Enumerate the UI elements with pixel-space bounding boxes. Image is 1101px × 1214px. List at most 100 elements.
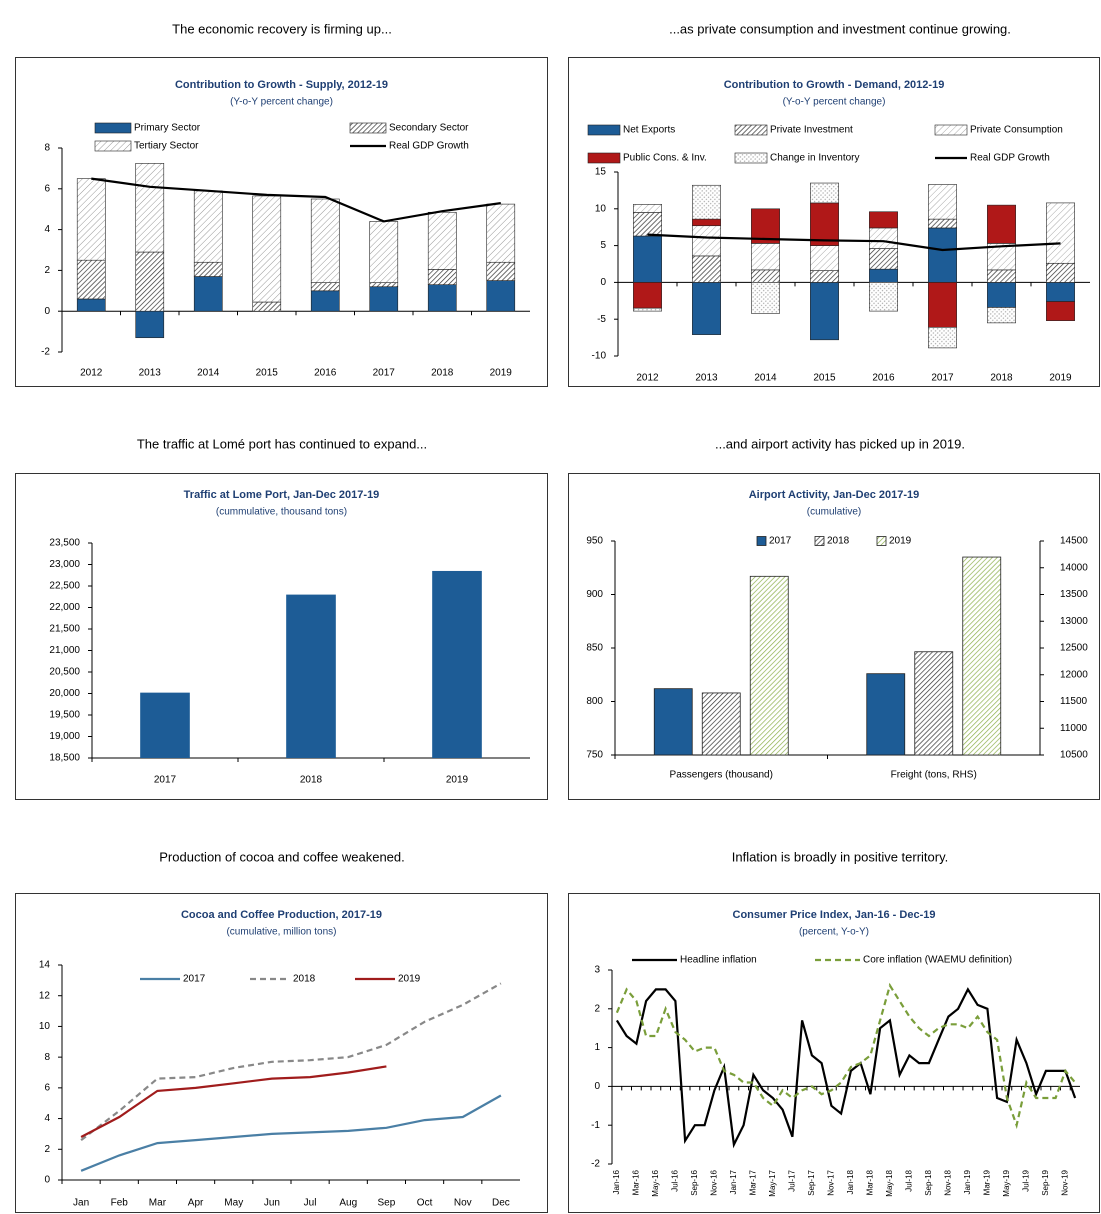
x-tick-label: 2012: [80, 368, 103, 379]
x-tick-label: Nov-18: [943, 1169, 952, 1195]
panel-frame: [568, 473, 1100, 800]
y-tick-label: 2: [594, 1003, 600, 1014]
x-tick-label: Jan: [73, 1198, 89, 1209]
x-tick-label: 2013: [695, 373, 718, 384]
bar-segment: [1046, 202, 1075, 264]
caption: Inflation is broadly in positive territo…: [732, 849, 949, 864]
bar-segment: [810, 270, 839, 283]
bar-segment: [427, 269, 457, 285]
bar-segment: [252, 301, 282, 312]
bar-segment: [928, 184, 957, 220]
caption: ...as private consumption and investment…: [669, 21, 1011, 36]
x-tick-label: Jul-18: [904, 1169, 913, 1191]
chart-title: Traffic at Lome Port, Jan-Dec 2017-19: [184, 489, 380, 501]
legend-label: 2017: [769, 536, 792, 547]
legend-swatch: [876, 536, 887, 546]
x-tick-label: Jul: [304, 1198, 317, 1209]
bar-segment: [1046, 282, 1075, 302]
bar-segment: [486, 280, 516, 312]
bar: [914, 651, 954, 756]
bar: [653, 688, 693, 756]
bar-segment: [751, 208, 780, 244]
y-tick-label: 950: [586, 536, 603, 547]
line-series: [615, 982, 1076, 1130]
bar-segment: [751, 269, 780, 283]
bar-segment: [486, 261, 516, 281]
legend-swatch: [734, 124, 768, 136]
legend-label: Change in Inventory: [770, 153, 860, 164]
y-tick-label: 18,500: [49, 753, 80, 764]
bar-segment: [810, 282, 839, 341]
x-tick-label: Mar-18: [865, 1169, 874, 1195]
bar-segment: [76, 259, 106, 300]
x-tick-label: Mar: [149, 1198, 167, 1209]
legend-label: Real GDP Growth: [389, 141, 469, 152]
x-tick-label: 2012: [636, 373, 659, 384]
y-tick-label: 23,000: [49, 559, 80, 570]
y2-tick-label: 13000: [1060, 616, 1088, 627]
y-tick-label: 22,500: [49, 581, 80, 592]
bar-segment: [310, 198, 340, 283]
y2-tick-label: 11500: [1060, 696, 1088, 707]
y-tick-label: 10: [595, 203, 607, 214]
panel-frame: [15, 893, 548, 1213]
legend-label: Tertiary Sector: [134, 141, 199, 152]
bar-segment: [869, 248, 898, 270]
y-tick-label: 21,000: [49, 645, 80, 656]
chart-subtitle: (Y-o-Y percent change): [230, 97, 333, 108]
bar-segment: [193, 276, 223, 312]
bar: [140, 692, 190, 758]
x-tick-label: 2014: [197, 368, 220, 379]
y-tick-label: 15: [595, 167, 607, 178]
line-series: [80, 1065, 387, 1138]
bar-segment: [869, 282, 898, 312]
bar-segment: [987, 282, 1016, 308]
y-tick-label: 6: [44, 183, 50, 194]
y-tick-label: 23,500: [49, 538, 80, 549]
y-tick-label: 14: [39, 960, 51, 971]
bar-segment: [1046, 301, 1075, 321]
bar-segment: [633, 282, 662, 309]
x-tick-label: 2014: [754, 373, 777, 384]
caption: The traffic at Lomé port has continued t…: [137, 436, 427, 451]
bar-segment: [1046, 262, 1075, 283]
bar-segment: [751, 243, 780, 271]
y-tick-label: 850: [586, 643, 603, 654]
bar-segment: [810, 182, 839, 204]
y-tick-label: 900: [586, 589, 603, 600]
x-tick-label: May-19: [1002, 1169, 1011, 1196]
x-tick-label: Jan-16: [612, 1169, 621, 1194]
chart-title: Consumer Price Index, Jan-16 - Dec-19: [733, 909, 936, 921]
x-tick-label: 2016: [314, 368, 337, 379]
legend-swatch: [756, 536, 767, 546]
bar-segment: [751, 282, 780, 314]
y-tick-label: 20,000: [49, 688, 80, 699]
x-tick-label: 2019: [446, 775, 469, 786]
chart-subtitle: (percent, Y-o-Y): [799, 927, 869, 938]
bar-segment: [633, 307, 662, 312]
bar-segment: [928, 282, 957, 328]
chart-title: Contribution to Growth - Supply, 2012-19: [175, 79, 388, 91]
x-tick-label: 2018: [431, 368, 454, 379]
y-tick-label: 21,500: [49, 624, 80, 635]
caption: The economic recovery is firming up...: [172, 21, 392, 36]
y-tick-label: 3: [594, 965, 600, 976]
caption: ...and airport activity has picked up in…: [715, 436, 965, 451]
y2-tick-label: 13500: [1060, 589, 1088, 600]
bar-segment: [135, 251, 165, 312]
x-tick-label: 2019: [1049, 373, 1072, 384]
bar: [866, 673, 906, 756]
x-tick-label: Jul-19: [1021, 1169, 1030, 1191]
x-tick-label: Nov-16: [709, 1169, 718, 1195]
legend-swatch: [94, 122, 132, 134]
x-tick-label: Apr: [188, 1198, 204, 1209]
x-tick-label: Feb: [111, 1198, 129, 1209]
x-tick-label: Jul-17: [787, 1169, 796, 1191]
x-tick-label: Mar-17: [748, 1169, 757, 1195]
bar-segment: [810, 245, 839, 271]
x-tick-label: May: [224, 1198, 243, 1209]
legend-swatch: [734, 152, 768, 164]
x-tick-label: 2017: [931, 373, 954, 384]
y-tick-label: 0: [44, 1175, 50, 1186]
